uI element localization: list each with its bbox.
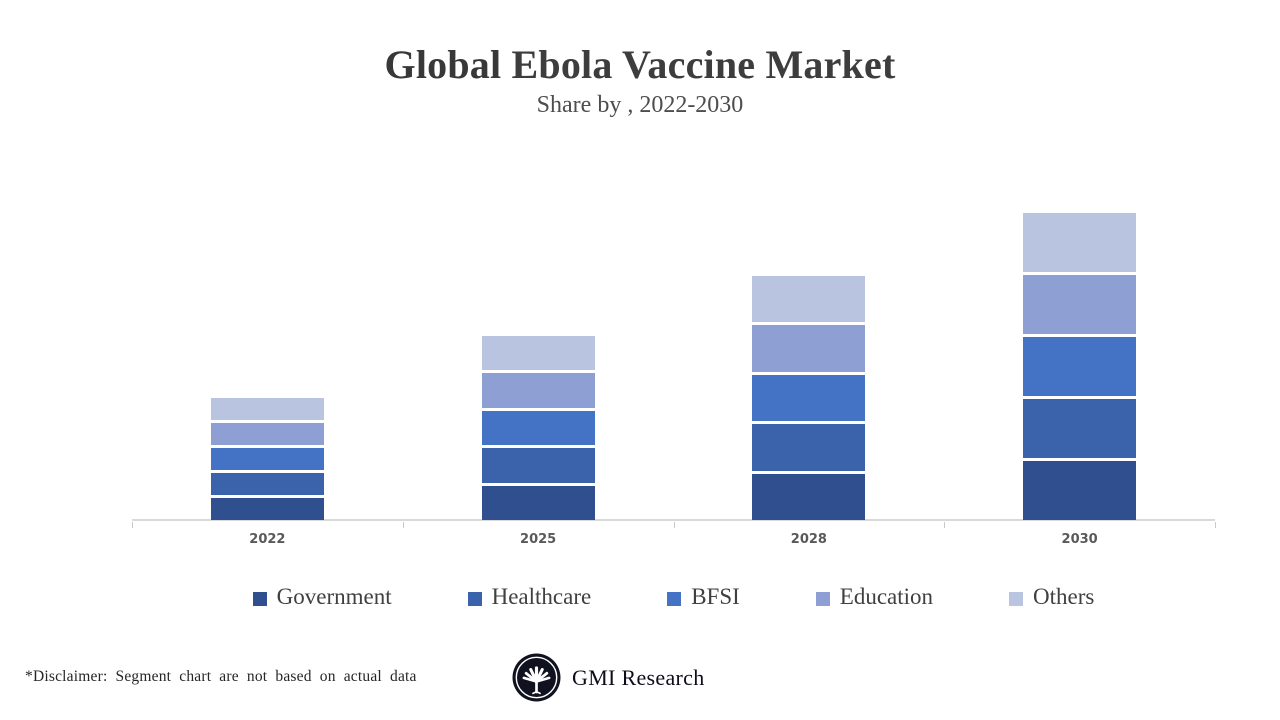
legend-item-bfsi: BFSI [667, 584, 740, 610]
bar-segment-education-2025 [481, 373, 595, 408]
bar-segment-education-2028 [752, 325, 866, 372]
legend-item-others: Others [1009, 584, 1094, 610]
category-label-2022: 2022 [249, 532, 286, 547]
bar-segment-government-2025 [481, 485, 595, 520]
bar-segment-others-2028 [752, 275, 866, 322]
category-label-2030: 2030 [1061, 532, 1098, 547]
chart-title-rest: Ebola Vaccine Market [501, 42, 896, 87]
bar-segment-healthcare-2030 [1023, 399, 1137, 458]
x-axis-tick [673, 522, 675, 528]
legend-label-education: Education [839, 584, 934, 609]
disclaimer-text: *Disclaimer: Segment chart are not based… [25, 668, 417, 685]
legend-label-healthcare: Healthcare [491, 584, 592, 609]
legend-item-education: Education [815, 584, 934, 610]
x-axis-tick [132, 522, 133, 528]
category-label-2028: 2028 [790, 532, 827, 547]
bar-segment-government-2028 [752, 473, 866, 520]
bar-segment-healthcare-2025 [481, 448, 595, 483]
legend-swatch-government [252, 591, 267, 606]
legend-swatch-bfsi [667, 591, 682, 606]
legend-swatch-others [1009, 591, 1024, 606]
plot-area: 2022 2025 2028 2030 [132, 150, 1216, 547]
chart-legend: Government Healthcare BFSI Education Others [132, 584, 1215, 610]
legend-item-government: Government [252, 584, 392, 610]
gmi-palmetto-logo-icon [512, 653, 561, 702]
legend-swatch-healthcare [467, 591, 482, 606]
bar-segment-others-2030 [1023, 213, 1137, 272]
legend-label-bfsi: BFSI [691, 584, 740, 609]
bar-segment-others-2025 [481, 335, 595, 370]
x-axis-tick [1215, 522, 1216, 528]
bar-segment-bfsi-2030 [1023, 337, 1137, 396]
brand-name: GMI Research [572, 664, 705, 690]
legend-label-government: Government [276, 584, 392, 609]
chart-header: Global Ebola Vaccine Market Share by , 2… [0, 42, 1280, 119]
bar-segment-bfsi-2028 [752, 374, 866, 421]
bar-segment-healthcare-2028 [752, 424, 866, 471]
bar-segment-others-2022 [210, 398, 324, 420]
x-axis-tick [944, 522, 946, 528]
x-axis-line [132, 519, 1215, 521]
bar-segment-government-2030 [1023, 461, 1137, 520]
bar-segment-healthcare-2022 [210, 473, 324, 495]
bar-segment-education-2030 [1023, 275, 1137, 334]
legend-swatch-education [815, 591, 830, 606]
legend-item-healthcare: Healthcare [467, 584, 592, 610]
bar-2030 [1023, 213, 1137, 520]
bar-segment-bfsi-2022 [210, 448, 324, 470]
legend-label-others: Others [1033, 584, 1095, 609]
bar-segment-bfsi-2025 [481, 410, 595, 445]
bar-2025 [481, 335, 595, 520]
bar-2022 [210, 398, 324, 520]
bar-segment-government-2022 [210, 498, 324, 520]
category-label-2025: 2025 [520, 532, 557, 547]
x-axis-tick [402, 522, 404, 528]
chart-subtitle: Share by , 2022-2030 [536, 92, 744, 118]
brand-logo-group: GMI Research [512, 653, 705, 702]
bar-2028 [752, 275, 866, 520]
chart-title-emphasis: Global [384, 42, 502, 87]
bar-segment-education-2022 [210, 423, 324, 445]
chart-title: Global Ebola Vaccine Market [0, 42, 1280, 88]
